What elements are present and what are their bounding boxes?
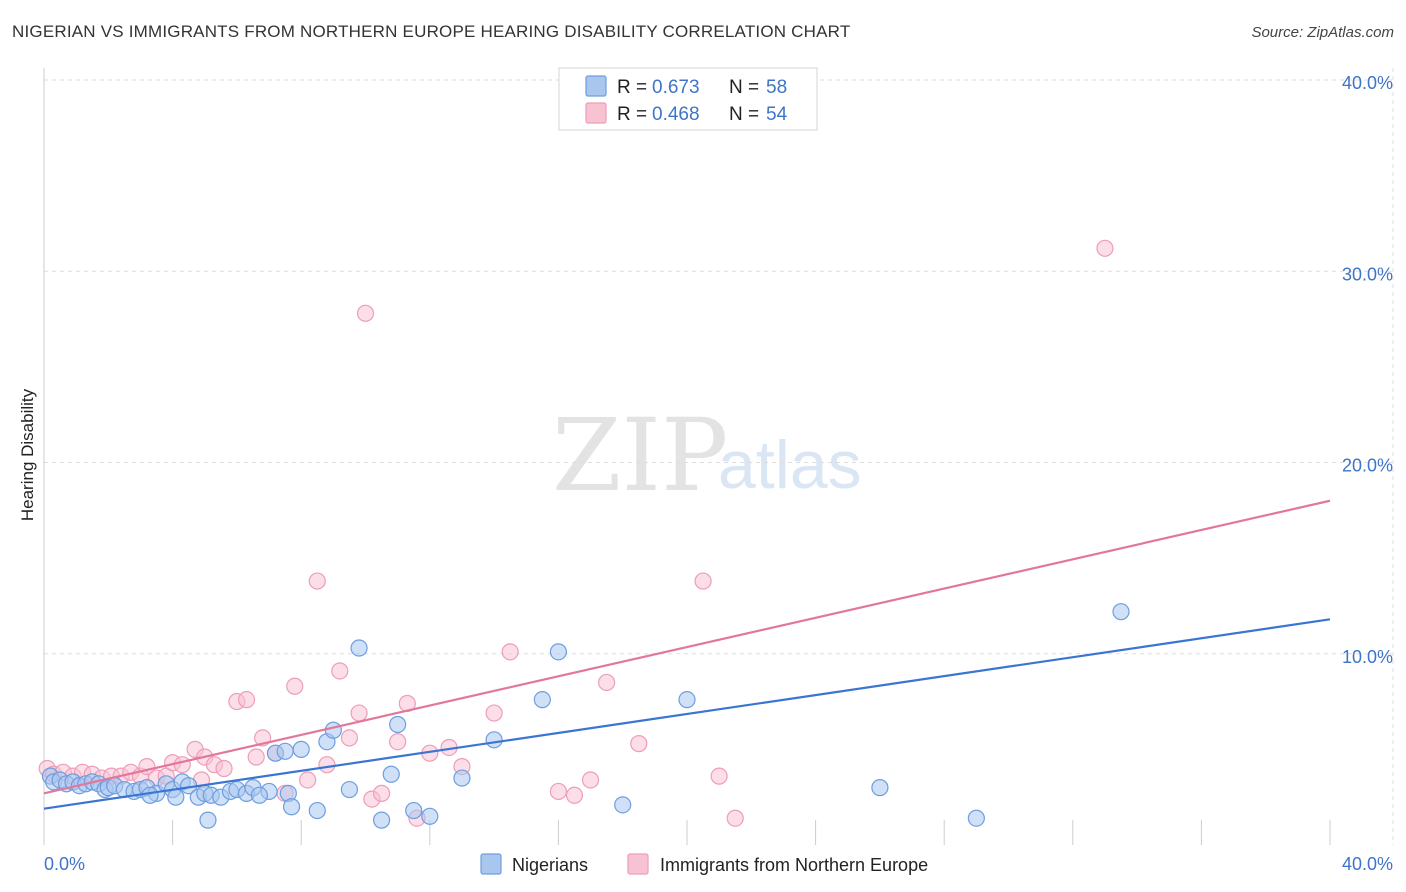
northern-europe-point <box>630 735 648 753</box>
nigerians-point <box>340 780 359 799</box>
nigerians-point <box>141 786 159 804</box>
x-tick-marks <box>43 820 1331 845</box>
northern-europe-point <box>286 677 304 695</box>
northern-europe-point <box>308 572 326 590</box>
northern-europe-point <box>598 673 616 692</box>
nigerians-trend-line <box>43 618 1331 810</box>
legend-n-label-1: N = <box>729 77 759 98</box>
northern-europe-point <box>340 729 359 747</box>
northern-europe-point <box>501 643 519 661</box>
legend-n-value-2: 54 <box>766 104 788 125</box>
northern-europe-point <box>1096 239 1114 257</box>
legend-northern-europe-swatch <box>627 853 649 875</box>
source-label: Source: ZipAtlas.com <box>1251 24 1394 41</box>
chart-title: NIGERIAN VS IMMIGRANTS FROM NORTHERN EUR… <box>12 22 851 41</box>
legend-r-value-1: 0.673 <box>652 77 700 98</box>
northern-europe-point <box>372 784 391 802</box>
legend-nigerians-swatch <box>480 853 502 875</box>
y-axis-label: Hearing Disability <box>18 388 37 521</box>
legend-blue-swatch <box>585 75 607 97</box>
northern-europe-point <box>485 704 503 722</box>
northern-europe-point <box>318 756 336 774</box>
nigerians-point <box>549 643 568 661</box>
nigerians-point <box>678 691 696 709</box>
series-immigrants-northern-europe-points <box>38 239 1114 827</box>
y-tick-label: 20.0% <box>1342 456 1393 476</box>
watermark-atlas: atlas <box>718 427 862 503</box>
legend-n-value-1: 58 <box>766 77 787 98</box>
nigerians-point <box>382 765 400 783</box>
nigerians-point <box>871 779 889 797</box>
nigerians-point <box>372 811 391 829</box>
legend-n-label-2: N = <box>729 104 759 125</box>
legend-pink-swatch <box>585 102 607 124</box>
y-tick-label: 10.0% <box>1342 647 1393 667</box>
nigerians-point <box>967 809 985 827</box>
nigerians-point <box>533 691 551 709</box>
northern-europe-point <box>299 771 317 789</box>
nigerians-point <box>405 801 423 820</box>
x-tick-label-max: 40.0% <box>1342 854 1393 874</box>
northern-europe-point <box>549 782 568 801</box>
legend-northern-europe-label: Immigrants from Northern Europe <box>660 855 928 875</box>
northern-europe-point <box>726 809 744 827</box>
nigerians-point <box>308 801 326 820</box>
nigerians-point <box>199 811 217 829</box>
legend-nigerians-label: Nigerians <box>512 855 588 875</box>
northern-europe-point <box>247 748 265 766</box>
y-tick-label: 30.0% <box>1342 264 1393 284</box>
northern-europe-point <box>694 572 712 590</box>
nigerians-point <box>276 742 294 760</box>
nigerians-point <box>389 715 407 734</box>
northern-europe-trend-line <box>43 499 1331 795</box>
nigerians-point <box>292 740 310 758</box>
watermark-zip: ZIP <box>552 397 728 514</box>
northern-europe-point <box>710 767 728 785</box>
nigerians-point <box>282 798 301 816</box>
northern-europe-point <box>331 662 349 680</box>
nigerians-point <box>324 721 342 739</box>
series-legend: Nigerians Immigrants from Northern Europ… <box>480 853 928 875</box>
northern-europe-point <box>350 704 368 722</box>
northern-europe-point <box>237 691 256 709</box>
northern-europe-point <box>215 759 233 778</box>
series-nigerians-points <box>41 603 1130 829</box>
y-tick-labels: 10.0% 20.0% 30.0% 40.0% <box>1342 73 1393 667</box>
nigerians-point <box>350 639 368 657</box>
northern-europe-point <box>173 756 191 774</box>
nigerians-point <box>421 807 439 825</box>
nigerians-point <box>485 731 503 749</box>
nigerians-point <box>250 786 269 804</box>
nigerians-point <box>1112 603 1130 621</box>
northern-europe-point <box>389 733 407 751</box>
legend-r-label-2: R = <box>617 104 647 125</box>
nigerians-point <box>167 788 185 806</box>
northern-europe-point <box>356 304 375 322</box>
stats-legend: R = 0.673 N = 58 R = 0.468 N = 54 <box>558 67 818 131</box>
northern-europe-point <box>565 786 584 804</box>
nigerians-point <box>453 769 471 787</box>
y-tick-label: 40.0% <box>1342 73 1393 93</box>
legend-r-label-1: R = <box>617 77 647 98</box>
northern-europe-point <box>581 771 600 789</box>
x-tick-label-min: 0.0% <box>44 854 85 874</box>
legend-r-value-2: 0.468 <box>652 104 700 125</box>
nigerians-point <box>614 796 632 814</box>
